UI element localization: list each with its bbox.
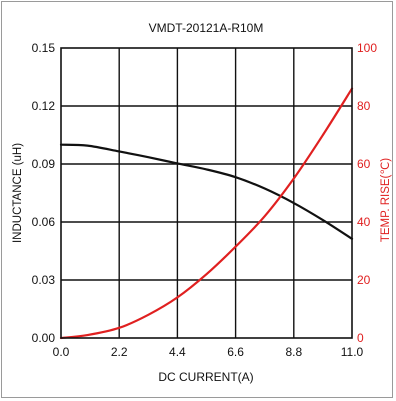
x-tick-label: 8.8 [285,345,302,359]
tick-labels: 0.0 2.2 4.4 6.6 8.8 11.0 0.00 0.03 0.06 0.09 0.12 0… [32,41,378,359]
grid [61,48,352,338]
x-tick-label: 11.0 [341,345,364,359]
temp-rise-line [59,87,354,340]
plot-area-border [60,47,353,339]
y-left-tick-label: 0.03 [32,273,56,287]
y-right-tick-label: 0 [357,331,364,345]
y-left-tick-label: 0.12 [32,99,56,113]
chart-title: VMDT-20121A-R10M [149,21,264,35]
y-right-tick-label: 100 [357,41,377,55]
y-right-tick-label: 60 [357,157,371,171]
y-axis-label-left: INDUCTANCE (uH) [12,143,24,243]
y-left-tick-label: 0.06 [32,215,56,229]
x-tick-label: 0.0 [53,345,70,359]
x-tick-label: 4.4 [169,345,186,359]
y-left-tick-label: 0.15 [32,41,56,55]
y-right-tick-label: 20 [357,273,371,287]
y-axis-label-right: TEMP. RISE(℃) [380,158,392,242]
x-axis-label: DC CURRENT(A) [158,370,253,384]
x-tick-label: 2.2 [111,345,128,359]
y-left-tick-label: 0.09 [32,157,56,171]
y-right-tick-label: 40 [357,215,371,229]
y-left-tick-label: 0.00 [32,331,56,345]
series-layer [59,87,354,340]
x-tick-label: 6.6 [227,345,244,359]
y-right-tick-label: 80 [357,99,371,113]
inductance-line [59,143,354,240]
